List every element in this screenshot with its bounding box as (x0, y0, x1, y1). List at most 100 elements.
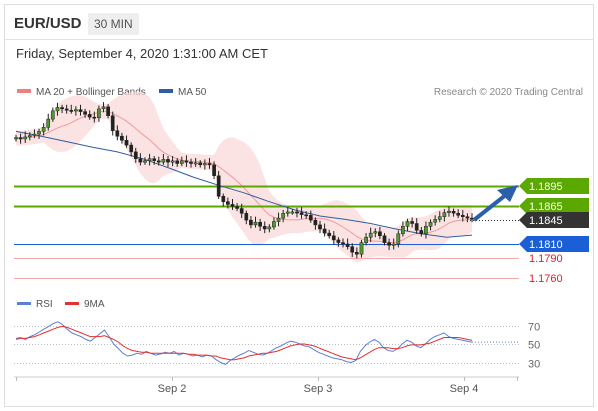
candle-body (110, 115, 115, 131)
candle-body (207, 163, 212, 166)
rsi-ma-line (15, 325, 473, 361)
candle-body (336, 239, 341, 243)
ma20-line (15, 110, 473, 244)
candle-body (350, 246, 355, 253)
rsi-ma-legend-swatch (65, 302, 79, 305)
candle-body (433, 219, 438, 223)
candle-body (138, 158, 143, 163)
candle-body (92, 116, 97, 119)
chart-header: EUR/USD 30 MIN (4, 4, 594, 40)
candle-body (198, 162, 203, 166)
rsi-level-label: 30 (528, 359, 540, 371)
ma50-path (15, 130, 473, 238)
chart-credit: Research © 2020 Trading Central (434, 87, 583, 98)
candle-body (41, 127, 46, 132)
candle-body (382, 235, 387, 243)
candle-body (106, 106, 110, 116)
timeframe-badge[interactable]: 30 MIN (88, 13, 139, 35)
candle-body (272, 221, 276, 228)
candle-body (50, 110, 55, 120)
candle-body (97, 108, 101, 119)
candle-body (465, 216, 470, 219)
candle-body (161, 159, 166, 163)
ma20-legend-label: MA 20 + Bollinger Bands (36, 87, 146, 98)
level-tag-text: 1.1790 (529, 253, 563, 265)
candle-body (129, 144, 134, 153)
candle-body (281, 213, 286, 219)
candle-body (414, 223, 419, 231)
candle-body (295, 211, 299, 214)
candle-body (230, 204, 235, 207)
candle-body (428, 221, 433, 227)
candle-body (327, 232, 332, 237)
symbol-label: EUR/USD (14, 15, 82, 32)
candle-body (419, 230, 424, 235)
ma50-line (15, 130, 473, 238)
level-tag-text: 1.1810 (529, 239, 563, 251)
candle-body (405, 221, 410, 227)
candle-body (179, 160, 184, 164)
candle-body (456, 213, 461, 216)
candle-body (447, 210, 451, 213)
level-tag-text: 1.1865 (529, 201, 563, 213)
candle-body (341, 242, 345, 245)
candle-body (249, 219, 253, 226)
candle-body (64, 108, 69, 111)
candle-body (451, 210, 456, 214)
candle-body (156, 160, 161, 163)
candle-body (290, 211, 295, 214)
candle-body (364, 236, 368, 243)
candle-body (143, 160, 147, 163)
candle-body (322, 228, 327, 234)
x-tick-label: Sep 3 (304, 383, 333, 395)
candle-body (170, 160, 175, 163)
candle-body (373, 231, 378, 234)
candle-body (354, 251, 359, 255)
candle-body (331, 235, 336, 241)
candle-body (378, 231, 382, 237)
rsi-legend-swatch (17, 302, 31, 305)
candle-body (387, 242, 391, 246)
candle-body (32, 133, 37, 136)
candle-body (69, 110, 74, 112)
candle-body (120, 135, 124, 141)
candle-body (368, 232, 373, 238)
candle-body (27, 135, 32, 138)
candle-body (226, 201, 230, 205)
level-tag-text: 1.1895 (529, 181, 563, 193)
candle-body (396, 233, 401, 245)
candle-body (55, 107, 60, 112)
candle-body (216, 175, 221, 197)
candle-body (184, 160, 189, 163)
candle-body (83, 111, 87, 115)
candle-body (152, 158, 157, 161)
rsi-line (15, 321, 473, 365)
candle-body (202, 163, 207, 166)
candle-body (313, 219, 318, 226)
level-tag-text: 1.1845 (529, 215, 563, 227)
forecast-arrow-head (497, 185, 518, 202)
candle-body (235, 206, 239, 209)
candle-body (244, 213, 249, 221)
rsi-legend: RSI 9MA (17, 299, 105, 310)
candle-body (175, 160, 180, 164)
candle-body (37, 131, 41, 135)
rsi-level-label: 50 (528, 340, 540, 352)
candle-body (166, 159, 170, 163)
level-tag-1.1895 (519, 178, 589, 194)
candle-body (101, 106, 106, 110)
x-tick-label: Sep 4 (450, 383, 479, 395)
rsi-ma-legend-label: 9MA (84, 299, 105, 310)
price-levels (14, 185, 519, 279)
ma50-legend-label: MA 50 (178, 87, 207, 98)
level-tag-1.1845 (519, 212, 589, 228)
candle-body (442, 212, 447, 217)
candle-body (460, 215, 465, 217)
candle-body (74, 109, 78, 112)
candle-body (359, 242, 364, 255)
candles (14, 102, 474, 259)
candle-body (299, 212, 304, 215)
candle-body (221, 195, 226, 202)
rsi-panel: 70 50 30 (14, 321, 540, 371)
forecast-arrow (472, 185, 518, 222)
